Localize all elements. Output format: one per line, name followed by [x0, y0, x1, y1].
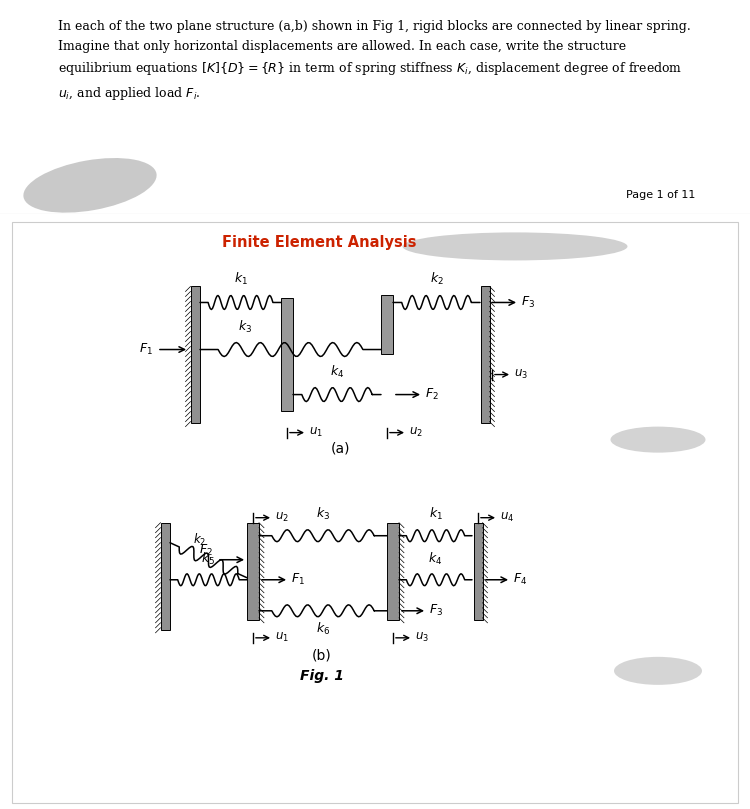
Text: $u_1$: $u_1$ [309, 426, 323, 439]
Bar [481, 286, 490, 422]
Bar [247, 523, 259, 620]
Text: $k_4$: $k_4$ [330, 363, 344, 379]
Ellipse shape [23, 158, 157, 213]
Text: $u_3$: $u_3$ [415, 631, 429, 645]
Ellipse shape [614, 657, 702, 685]
Text: $F_4$: $F_4$ [513, 572, 527, 587]
Text: $u_1$: $u_1$ [275, 631, 289, 645]
Text: $k_2$: $k_2$ [430, 271, 443, 287]
Bar [160, 523, 170, 630]
Text: $k_4$: $k_4$ [428, 551, 442, 567]
Ellipse shape [403, 232, 628, 260]
Text: $k_5$: $k_5$ [202, 551, 215, 567]
Text: $F_3$: $F_3$ [429, 604, 443, 618]
Bar [281, 299, 293, 411]
Text: $u_2$: $u_2$ [409, 426, 423, 439]
Bar [387, 523, 399, 620]
Text: $k_3$: $k_3$ [316, 506, 330, 522]
Text: $k_2$: $k_2$ [193, 532, 206, 548]
Text: Fig. 1: Fig. 1 [299, 669, 344, 683]
Bar [190, 286, 200, 422]
Text: $u_3$: $u_3$ [514, 368, 528, 381]
Text: $k_1$: $k_1$ [428, 506, 442, 522]
Text: $F_3$: $F_3$ [521, 295, 535, 310]
Text: $F_2$: $F_2$ [200, 543, 213, 558]
Text: $u_4$: $u_4$ [500, 511, 514, 524]
Text: $k_6$: $k_6$ [316, 621, 330, 637]
Ellipse shape [610, 426, 706, 452]
Text: $F_1$: $F_1$ [291, 572, 305, 587]
Bar [381, 295, 393, 354]
Bar [473, 523, 482, 620]
Text: $k_1$: $k_1$ [233, 271, 248, 287]
Text: In each of the two plane structure (a,b) shown in Fig 1, rigid blocks are connec: In each of the two plane structure (a,b)… [58, 20, 691, 102]
Text: $F_2$: $F_2$ [425, 387, 439, 402]
Text: $u_2$: $u_2$ [275, 511, 289, 524]
Text: (a): (a) [330, 442, 350, 455]
Text: $F_1$: $F_1$ [139, 342, 153, 357]
Text: Finite Element Analysis: Finite Element Analysis [222, 235, 416, 251]
Text: $k_3$: $k_3$ [238, 319, 252, 334]
Text: (b): (b) [312, 649, 332, 663]
Text: Page 1 of 11: Page 1 of 11 [626, 190, 695, 201]
